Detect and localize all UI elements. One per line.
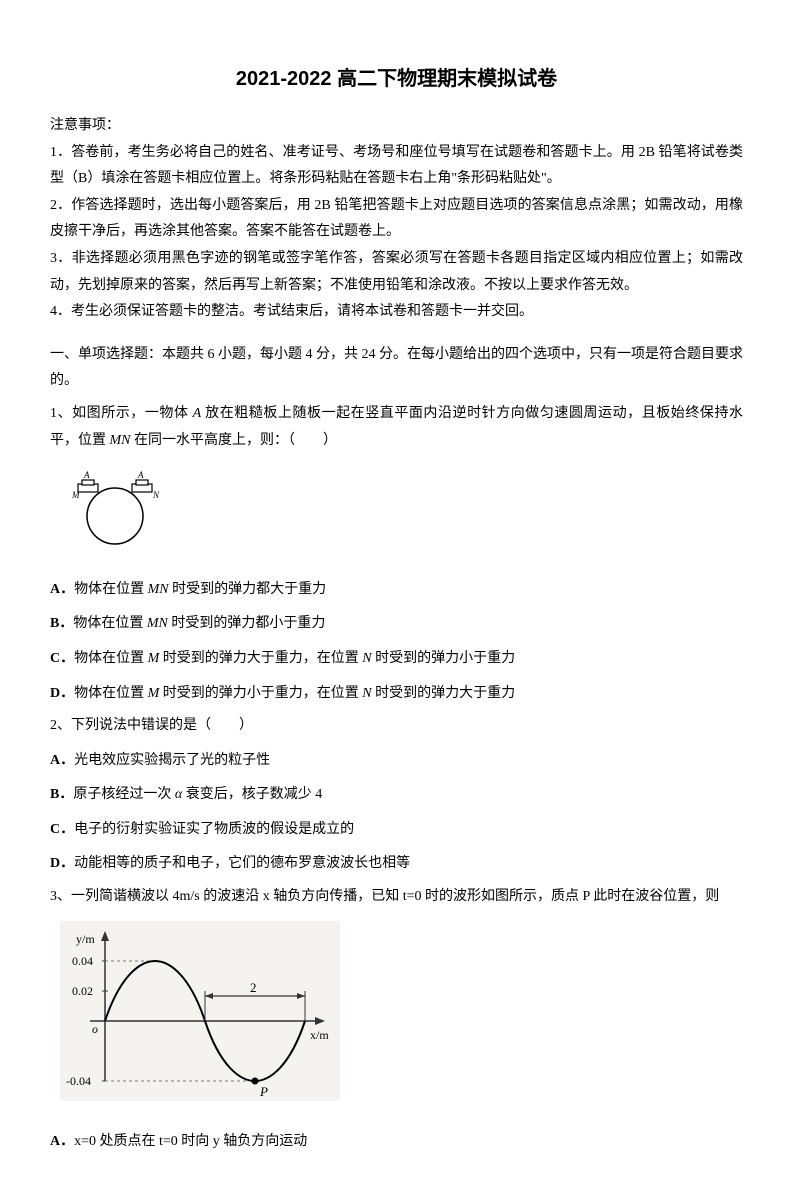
q3-fig-ylabel: y/m (76, 932, 95, 946)
instruction-item-4: 4．考生必须保证答题卡的整洁。考试结束后，请将本试卷和答题卡一并交回。 (50, 299, 743, 326)
q3-figure: 2 P y/m x/m 0.04 0.02 o -0.04 (60, 921, 340, 1101)
q1-option-b: B．物体在位置 MN 时受到的弹力都小于重力 (50, 611, 743, 638)
instruction-item-1: 1．答卷前，考生务必将自己的姓名、准考证号、考场号和座位号填写在试题卷和答题卡上… (50, 140, 743, 193)
q3-fig-ytick-n004: -0.04 (66, 1074, 91, 1088)
q3-fig-wavelength-label: 2 (250, 980, 257, 995)
q2-option-c-text: 电子的衍射实验证实了物质波的假设是成立的 (74, 822, 354, 837)
q1-stem-a: A (193, 406, 202, 421)
q1-stem: 1、如图所示，一物体 A 放在粗糙板上随板一起在竖直平面内沿逆时针方向做匀速圆周… (50, 401, 743, 454)
q1-option-d-text: 物体在位置 M 时受到的弹力小于重力，在位置 N 时受到的弹力大于重力 (74, 686, 515, 701)
instruction-item-3: 3．非选择题必须用黑色字迹的钢笔或签字笔作答，答案必须写在答题卡各题目指定区域内… (50, 246, 743, 299)
q3-fig-p-label: P (259, 1084, 268, 1099)
q3-fig-ytick-002: 0.02 (72, 984, 93, 998)
q2-option-a-text: 光电效应实验揭示了光的粒子性 (74, 753, 270, 768)
q1-option-c: C．物体在位置 M 时受到的弹力大于重力，在位置 N 时受到的弹力小于重力 (50, 646, 743, 673)
q1-option-a: A．物体在位置 MN 时受到的弹力都大于重力 (50, 577, 743, 604)
instruction-item-2: 2．作答选择题时，选出每小题答案后，用 2B 铅笔把答题卡上对应题目选项的答案信… (50, 193, 743, 246)
q1-fig-label-a1: A (83, 470, 90, 480)
q3-option-a: A．x=0 处质点在 t=0 时向 y 轴负方向运动 (50, 1129, 743, 1156)
q1-fig-label-a2: A (137, 470, 144, 480)
q2-option-d-text: 动能相等的质子和电子，它们的德布罗意波波长也相等 (74, 856, 410, 871)
q2-option-b: B．原子核经过一次 α 衰变后，核子数减少 4 (50, 782, 743, 809)
q2-option-c: C．电子的衍射实验证实了物质波的假设是成立的 (50, 817, 743, 844)
q1-stem-pre: 1、如图所示，一物体 (50, 406, 193, 421)
q1-stem-mn: MN (110, 433, 131, 448)
q1-figure: A A M N (60, 466, 170, 546)
q1-fig-label-m: M (71, 490, 80, 500)
q2-option-b-pre: 原子核经过一次 (73, 787, 175, 802)
q1-option-a-text: 物体在位置 MN 时受到的弹力都大于重力 (74, 582, 326, 597)
instructions-header: 注意事项： (50, 113, 743, 140)
q3-stem: 3、一列简谐横波以 4m/s 的波速沿 x 轴负方向传播，已知 t=0 时的波形… (50, 884, 743, 911)
q3-fig-ytick-o: o (92, 1022, 98, 1036)
q3-fig-xlabel: x/m (310, 1028, 329, 1042)
q1-option-b-text: 物体在位置 MN 时受到的弹力都小于重力 (73, 616, 325, 631)
section1-header: 一、单项选择题：本题共 6 小题，每小题 4 分，共 24 分。在每小题给出的四… (50, 342, 743, 395)
q2-option-a: A．光电效应实验揭示了光的粒子性 (50, 748, 743, 775)
q2-option-d: D．动能相等的质子和电子，它们的德布罗意波波长也相等 (50, 851, 743, 878)
q3-fig-ytick-004: 0.04 (72, 954, 93, 968)
q2-stem: 2、下列说法中错误的是（ ） (50, 713, 743, 740)
q1-fig-label-n: N (152, 490, 160, 500)
q1-option-c-text: 物体在位置 M 时受到的弹力大于重力，在位置 N 时受到的弹力小于重力 (74, 651, 515, 666)
q2-option-b-post: 衰变后，核子数减少 4 (182, 787, 322, 802)
q1-option-d: D．物体在位置 M 时受到的弹力小于重力，在位置 N 时受到的弹力大于重力 (50, 681, 743, 708)
q1-stem-post: 在同一水平高度上，则：（ ） (131, 433, 338, 448)
page-title: 2021-2022 高二下物理期末模拟试卷 (50, 60, 743, 98)
q3-option-a-text: x=0 处质点在 t=0 时向 y 轴负方向运动 (74, 1134, 307, 1149)
